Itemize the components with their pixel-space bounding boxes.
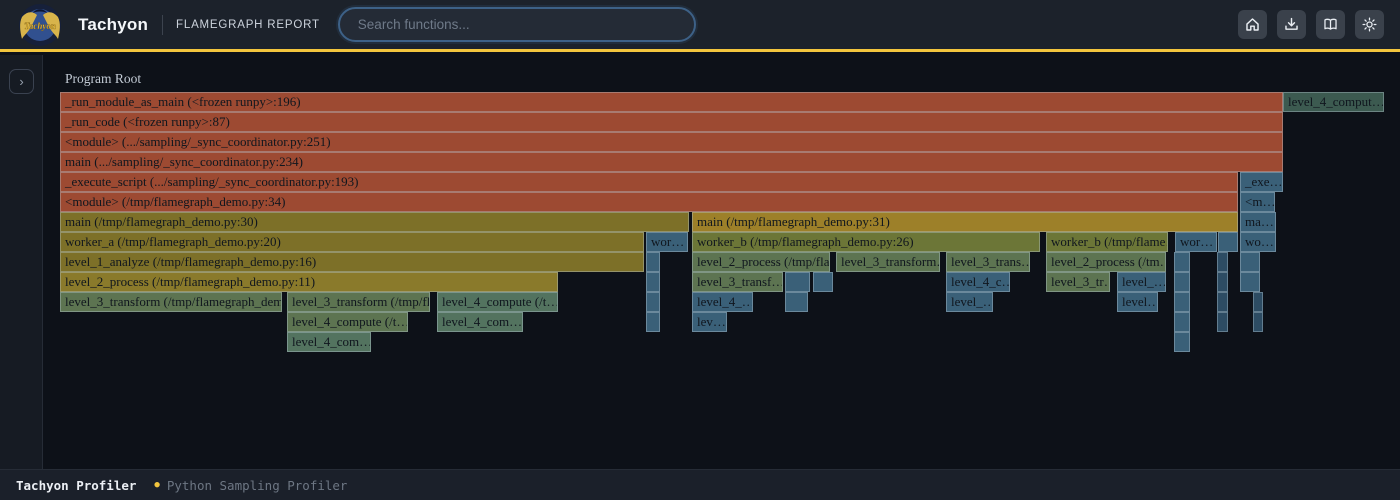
flame-layer: _run_module_as_main (<frozen runpy>:196)… [44,55,1400,469]
footer-description: Python Sampling Profiler [166,477,348,493]
flame-bar[interactable]: level… [1117,292,1158,312]
flame-bar[interactable]: level_3_transform… [836,252,940,272]
home-icon [1246,18,1259,31]
flame-bar[interactable] [1217,252,1228,272]
flame-bar[interactable]: <module> (.../sampling/_sync_coordinator… [60,132,1283,152]
flame-bar[interactable] [1218,232,1238,252]
flame-bar[interactable]: level_3_tr… [1046,272,1110,292]
home-button[interactable] [1238,10,1267,39]
flame-bar[interactable]: main (.../sampling/_sync_coordinator.py:… [60,152,1283,172]
flame-bar[interactable]: worker_b (/tmp/flame… [1046,232,1168,252]
flame-bar[interactable] [1253,312,1263,332]
flame-bar[interactable] [1174,252,1190,272]
flame-bar[interactable]: main (/tmp/flamegraph_demo.py:30) [60,212,689,232]
tachyon-logo: Tachyon [19,3,61,46]
flame-bar[interactable]: <m… [1240,192,1275,212]
flame-bar[interactable] [646,312,660,332]
flame-bar[interactable] [1217,292,1228,312]
flame-bar[interactable]: worker_a (/tmp/flamegraph_demo.py:20) [60,232,644,252]
flame-bar[interactable]: level_3_transform (/tmp/fl… [287,292,430,312]
flame-bar[interactable] [1174,312,1190,332]
footer-app-name: Tachyon Profiler [16,477,137,493]
footer-dot-icon: ● [154,480,160,490]
search-input[interactable] [337,7,696,42]
search-wrap [337,7,696,42]
flame-bar[interactable]: level_4_compute (/t… [437,292,558,312]
flame-bar[interactable] [785,272,810,292]
flame-bar[interactable]: wor… [1175,232,1217,252]
header-actions [1238,10,1384,39]
status-bar: Tachyon Profiler ● Python Sampling Profi… [0,469,1400,500]
flame-bar[interactable]: _run_module_as_main (<frozen runpy>:196) [60,92,1283,112]
report-type-label: FLAMEGRAPH REPORT [176,18,320,31]
flame-bar[interactable]: _exe… [1240,172,1283,192]
app-header: Tachyon Tachyon FLAMEGRAPH REPORT [0,0,1400,52]
sidebar-toggle-button[interactable]: › [9,69,34,94]
flame-bar[interactable]: level_4_com… [287,332,371,352]
download-icon [1285,17,1298,30]
flame-bar[interactable]: level_4_compute (/t… [287,312,408,332]
flame-bar[interactable]: <module> (/tmp/flamegraph_demo.py:34) [60,192,1238,212]
flame-bar[interactable]: level_4_com… [437,312,523,332]
flame-bar[interactable] [646,272,660,292]
svg-text:Tachyon: Tachyon [24,21,56,31]
flame-bar[interactable]: _run_code (<frozen runpy>:87) [60,112,1283,132]
flame-bar[interactable]: level_2_process (/tmp/flamegraph_demo.py… [60,272,558,292]
flame-bar[interactable]: lev… [692,312,727,332]
download-button[interactable] [1277,10,1306,39]
docs-button[interactable] [1316,10,1345,39]
flame-bar[interactable] [1217,312,1228,332]
flame-bar[interactable] [1174,272,1190,292]
flame-bar[interactable] [1240,272,1260,292]
header-divider [162,14,164,35]
flame-bar[interactable] [1174,292,1190,312]
flame-bar[interactable] [1174,332,1190,352]
flame-bar[interactable] [785,292,808,312]
flame-bar[interactable] [1240,252,1260,272]
flame-bar[interactable]: worker_b (/tmp/flamegraph_demo.py:26) [692,232,1040,252]
flame-bar[interactable]: level_3_transform (/tmp/flamegraph_dem… [60,292,282,312]
flame-bar[interactable]: level_4_c… [946,272,1010,292]
flame-bar[interactable] [646,252,660,272]
flame-bar[interactable]: level_4_… [692,292,753,312]
flamegraph-panel: Program Root _run_module_as_main (<froze… [44,55,1400,469]
sidebar: › [0,55,43,469]
flame-root-label[interactable]: Program Root [65,71,142,86]
flame-bar[interactable] [646,292,660,312]
theme-toggle-button[interactable] [1355,10,1384,39]
sun-icon [1362,17,1377,32]
flame-bar[interactable]: _execute_script (.../sampling/_sync_coor… [60,172,1238,192]
app-title: Tachyon [78,14,149,34]
book-icon [1324,18,1337,30]
flame-bar[interactable] [813,272,833,292]
flame-bar[interactable]: wor… [646,232,688,252]
flame-bar[interactable]: ma… [1240,212,1276,232]
flame-bar[interactable]: level_… [1117,272,1166,292]
flame-bar[interactable] [1217,272,1228,292]
flame-bar[interactable]: level_3_transf… [692,272,783,292]
flame-bar[interactable]: level_3_trans… [946,252,1030,272]
flame-bar[interactable]: level_… [946,292,993,312]
flame-bar[interactable]: level_1_analyze (/tmp/flamegraph_demo.py… [60,252,644,272]
flame-bar[interactable]: main (/tmp/flamegraph_demo.py:31) [692,212,1238,232]
flame-bar[interactable] [1253,292,1263,312]
flame-bar[interactable]: wo… [1240,232,1276,252]
flame-bar[interactable]: level_4_comput… [1283,92,1384,112]
flame-bar[interactable]: level_2_process (/tm… [1046,252,1166,272]
flame-bar[interactable]: level_2_process (/tmp/fla… [692,252,830,272]
